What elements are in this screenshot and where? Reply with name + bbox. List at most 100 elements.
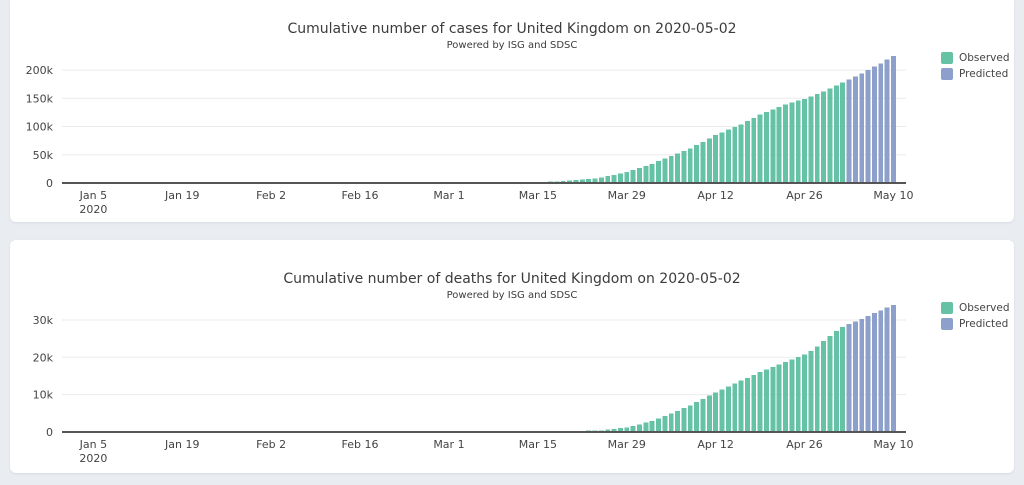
bar-observed[interactable] — [605, 176, 611, 183]
bar-observed[interactable] — [611, 428, 617, 432]
bar-observed[interactable] — [687, 405, 693, 432]
bar-predicted[interactable] — [865, 70, 871, 183]
bar-observed[interactable] — [789, 359, 795, 432]
bar-observed[interactable] — [617, 428, 623, 432]
bar-predicted[interactable] — [846, 79, 852, 183]
bar-observed[interactable] — [725, 129, 731, 183]
legend-item-predicted[interactable]: Predicted — [941, 318, 1010, 330]
bar-observed[interactable] — [681, 150, 687, 183]
bar-observed[interactable] — [776, 364, 782, 432]
bar-observed[interactable] — [833, 331, 839, 432]
bar-observed[interactable] — [808, 350, 814, 432]
bar-predicted[interactable] — [859, 73, 865, 183]
bar-predicted[interactable] — [859, 318, 865, 432]
bar-observed[interactable] — [821, 91, 827, 183]
bar-observed[interactable] — [605, 429, 611, 432]
bar-observed[interactable] — [814, 93, 820, 183]
bar-observed[interactable] — [751, 117, 757, 183]
bar-observed[interactable] — [719, 132, 725, 183]
bar-predicted[interactable] — [878, 63, 884, 183]
bar-observed[interactable] — [764, 369, 769, 432]
bar-observed[interactable] — [802, 354, 807, 432]
bar-observed[interactable] — [827, 336, 833, 432]
bar-observed[interactable] — [573, 180, 579, 183]
bar-observed[interactable] — [700, 398, 706, 432]
bar-predicted[interactable] — [884, 307, 890, 432]
bar-observed[interactable] — [732, 383, 738, 432]
bar-predicted[interactable] — [871, 66, 877, 183]
bar-observed[interactable] — [675, 410, 680, 432]
bar-observed[interactable] — [675, 153, 680, 183]
bar-observed[interactable] — [770, 367, 776, 432]
legend-item-predicted[interactable]: Predicted — [941, 68, 1010, 80]
bar-observed[interactable] — [757, 372, 763, 432]
bar-observed[interactable] — [611, 174, 617, 183]
bar-predicted[interactable] — [891, 55, 896, 184]
bar-observed[interactable] — [656, 161, 661, 183]
bar-observed[interactable] — [567, 180, 573, 183]
bar-observed[interactable] — [694, 145, 700, 183]
bar-observed[interactable] — [821, 341, 827, 432]
bar-observed[interactable] — [681, 408, 687, 432]
bar-observed[interactable] — [586, 178, 592, 183]
bar-observed[interactable] — [617, 173, 623, 183]
bar-predicted[interactable] — [878, 310, 884, 432]
bar-observed[interactable] — [840, 326, 846, 432]
bar-observed[interactable] — [579, 179, 585, 184]
bar-observed[interactable] — [643, 165, 649, 183]
bar-observed[interactable] — [808, 96, 814, 183]
bar-observed[interactable] — [795, 100, 801, 183]
bar-predicted[interactable] — [852, 76, 858, 183]
bar-observed[interactable] — [637, 424, 642, 432]
bar-predicted[interactable] — [846, 324, 852, 432]
bar-observed[interactable] — [770, 109, 776, 183]
bar-observed[interactable] — [649, 421, 655, 432]
bar-observed[interactable] — [776, 107, 782, 183]
bar-predicted[interactable] — [852, 321, 858, 432]
bar-observed[interactable] — [713, 135, 719, 183]
bar-observed[interactable] — [668, 155, 674, 183]
bar-observed[interactable] — [630, 169, 636, 183]
bar-observed[interactable] — [827, 88, 833, 183]
bar-observed[interactable] — [725, 386, 731, 432]
bar-observed[interactable] — [719, 389, 725, 432]
bar-observed[interactable] — [668, 413, 674, 432]
bar-observed[interactable] — [706, 395, 712, 432]
bar-observed[interactable] — [649, 163, 655, 183]
bar-observed[interactable] — [643, 422, 649, 432]
bar-observed[interactable] — [764, 112, 769, 183]
bar-observed[interactable] — [751, 374, 757, 432]
bar-observed[interactable] — [630, 425, 636, 432]
bar-observed[interactable] — [694, 402, 700, 432]
bar-observed[interactable] — [700, 141, 706, 183]
bar-observed[interactable] — [662, 416, 668, 432]
bar-predicted[interactable] — [891, 305, 896, 432]
bar-observed[interactable] — [732, 126, 738, 183]
bar-observed[interactable] — [738, 380, 744, 432]
bar-observed[interactable] — [624, 171, 630, 183]
bar-observed[interactable] — [795, 357, 801, 432]
bar-observed[interactable] — [687, 148, 693, 183]
bar-observed[interactable] — [744, 121, 750, 183]
bar-observed[interactable] — [624, 427, 630, 432]
bar-observed[interactable] — [656, 418, 661, 432]
bar-observed[interactable] — [814, 346, 820, 432]
bar-observed[interactable] — [757, 114, 763, 183]
bar-observed[interactable] — [662, 158, 668, 183]
bar-observed[interactable] — [637, 167, 642, 183]
bar-observed[interactable] — [592, 178, 598, 183]
bar-observed[interactable] — [744, 377, 750, 432]
bar-observed[interactable] — [713, 392, 719, 432]
bar-observed[interactable] — [789, 102, 795, 183]
bar-observed[interactable] — [783, 362, 788, 432]
legend-item-observed[interactable]: Observed — [941, 52, 1010, 64]
bar-observed[interactable] — [783, 104, 788, 183]
bar-observed[interactable] — [706, 138, 712, 183]
legend-item-observed[interactable]: Observed — [941, 302, 1010, 314]
bar-observed[interactable] — [802, 98, 807, 183]
bar-predicted[interactable] — [865, 316, 871, 432]
bar-observed[interactable] — [833, 85, 839, 183]
bar-predicted[interactable] — [871, 313, 877, 432]
